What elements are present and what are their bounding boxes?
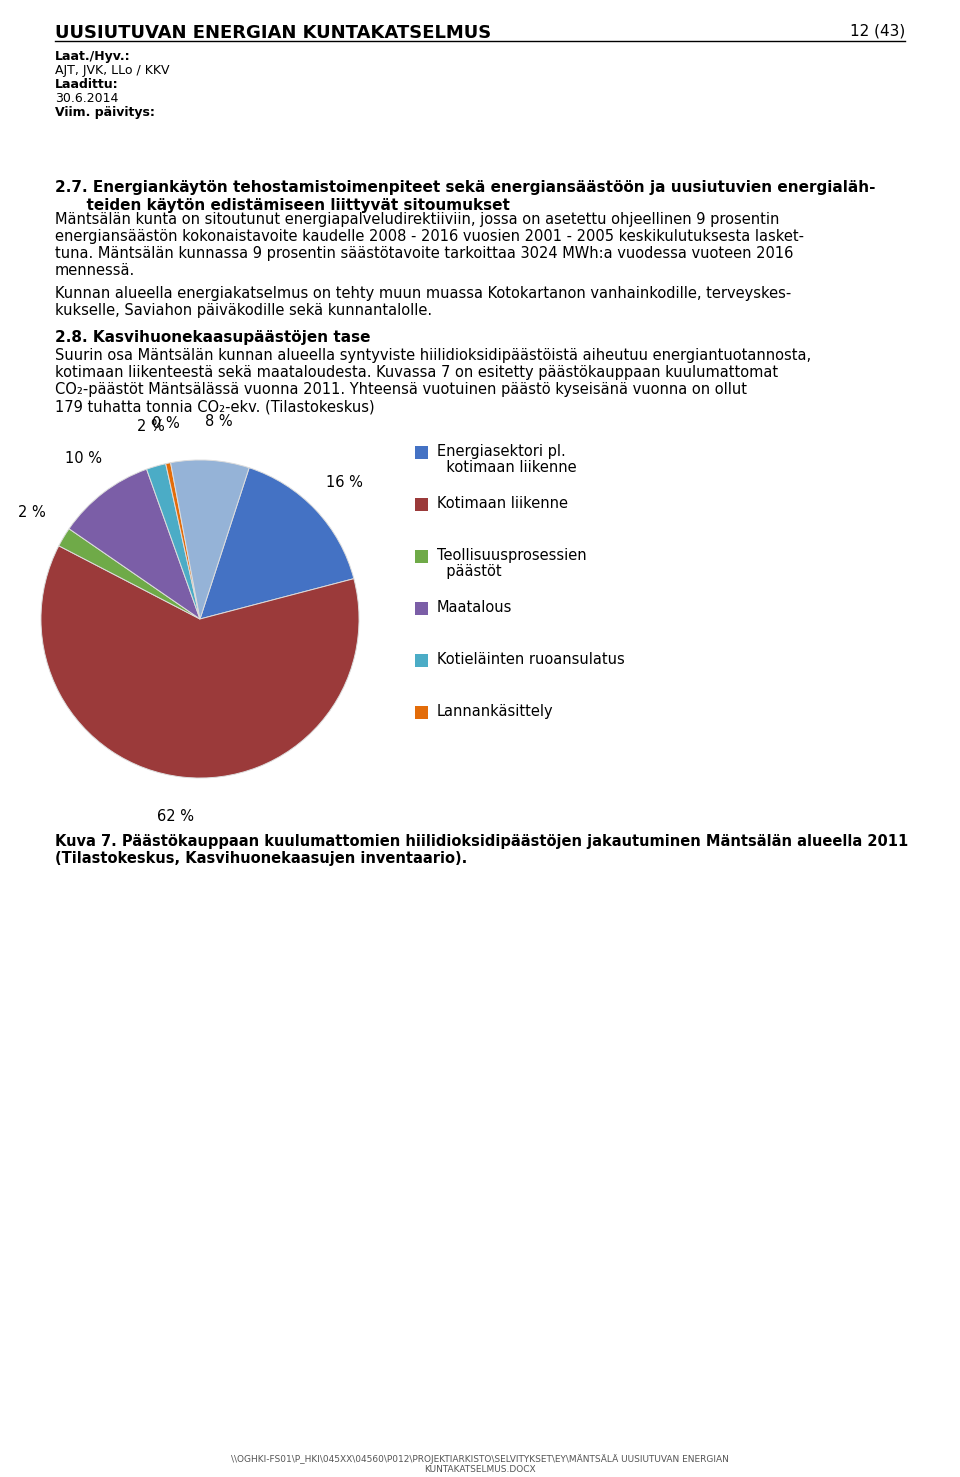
Wedge shape xyxy=(200,468,354,619)
Text: 12 (43): 12 (43) xyxy=(850,24,905,38)
Text: Kotieläinten ruoansulatus: Kotieläinten ruoansulatus xyxy=(437,651,625,668)
Text: teiden käytön edistämiseen liittyvät sitoumukset: teiden käytön edistämiseen liittyvät sit… xyxy=(55,198,510,213)
Text: 2.8. Kasvihuonekaasupäästöjen tase: 2.8. Kasvihuonekaasupäästöjen tase xyxy=(55,329,371,346)
Text: 179 tuhatta tonnia CO₂-ekv. (Tilastokeskus): 179 tuhatta tonnia CO₂-ekv. (Tilastokesk… xyxy=(55,399,374,414)
Text: Kotimaan liikenne: Kotimaan liikenne xyxy=(437,496,568,511)
Wedge shape xyxy=(59,529,200,619)
Wedge shape xyxy=(171,459,250,619)
Text: Laat./Hyv.:: Laat./Hyv.: xyxy=(55,50,131,64)
Text: Suurin osa Mäntsälän kunnan alueella syntyviste hiilidioksidipäästöistä aiheutuu: Suurin osa Mäntsälän kunnan alueella syn… xyxy=(55,349,811,363)
Text: 2.7. Energiankäytön tehostamistoimenpiteet sekä energiansäästöön ja uusiutuvien : 2.7. Energiankäytön tehostamistoimenpite… xyxy=(55,180,876,195)
Text: mennessä.: mennessä. xyxy=(55,263,135,278)
Text: UUSIUTUVAN ENERGIAN KUNTAKATSELMUS: UUSIUTUVAN ENERGIAN KUNTAKATSELMUS xyxy=(55,24,492,41)
Text: tuna. Mäntsälän kunnassa 9 prosentin säästötavoite tarkoittaa 3024 MWh:a vuodess: tuna. Mäntsälän kunnassa 9 prosentin sää… xyxy=(55,247,793,261)
Text: AJT, JVK, LLo / KKV: AJT, JVK, LLo / KKV xyxy=(55,64,170,77)
Text: 10 %: 10 % xyxy=(64,450,102,465)
Text: 0 %: 0 % xyxy=(152,415,180,431)
Text: 16 %: 16 % xyxy=(326,476,363,490)
Text: KUNTAKATSELMUS.DOCX: KUNTAKATSELMUS.DOCX xyxy=(424,1465,536,1474)
Wedge shape xyxy=(69,470,200,619)
Text: kotimaan liikenteestä sekä maataloudesta. Kuvassa 7 on esitetty päästökauppaan k: kotimaan liikenteestä sekä maataloudesta… xyxy=(55,365,779,380)
Text: \\OGHKI-FS01\P_HKI\045XX\04560\P012\PROJEKTIARKISTO\SELVITYKSET\EY\MÄNTSÄLÄ UUSI: \\OGHKI-FS01\P_HKI\045XX\04560\P012\PROJ… xyxy=(231,1453,729,1464)
Text: Kunnan alueella energiakatselmus on tehty muun muassa Kotokartanon vanhainkodill: Kunnan alueella energiakatselmus on teht… xyxy=(55,287,791,301)
Text: 2 %: 2 % xyxy=(18,505,46,520)
Text: 30.6.2014: 30.6.2014 xyxy=(55,92,118,105)
Text: Maatalous: Maatalous xyxy=(437,600,513,614)
Text: energiansäästön kokonaistavoite kaudelle 2008 - 2016 vuosien 2001 - 2005 keskiku: energiansäästön kokonaistavoite kaudelle… xyxy=(55,229,804,244)
Text: kotimaan liikenne: kotimaan liikenne xyxy=(437,459,577,476)
Wedge shape xyxy=(166,462,200,619)
Text: Energiasektori pl.: Energiasektori pl. xyxy=(437,445,565,459)
Text: päästöt: päästöt xyxy=(437,564,502,579)
Text: 8 %: 8 % xyxy=(204,414,232,428)
Text: CO₂-päästöt Mäntsälässä vuonna 2011. Yhteensä vuotuinen päästö kyseisänä vuonna : CO₂-päästöt Mäntsälässä vuonna 2011. Yht… xyxy=(55,383,747,397)
Text: Laadittu:: Laadittu: xyxy=(55,78,119,92)
Text: 62 %: 62 % xyxy=(156,809,194,824)
Wedge shape xyxy=(147,464,200,619)
Text: 2 %: 2 % xyxy=(136,419,164,434)
Text: Mäntsälän kunta on sitoutunut energiapalveludirektiiviin, jossa on asetettu ohje: Mäntsälän kunta on sitoutunut energiapal… xyxy=(55,213,780,227)
Wedge shape xyxy=(41,546,359,778)
Text: kukselle, Saviahon päiväkodille sekä kunnantalolle.: kukselle, Saviahon päiväkodille sekä kun… xyxy=(55,303,432,318)
Text: (Tilastokeskus, Kasvihuonekaasujen inventaario).: (Tilastokeskus, Kasvihuonekaasujen inven… xyxy=(55,851,468,866)
Text: Teollisuusprosessien: Teollisuusprosessien xyxy=(437,548,587,563)
Text: Lannankäsittely: Lannankäsittely xyxy=(437,705,554,719)
Text: Viim. päivitys:: Viim. päivitys: xyxy=(55,106,155,120)
Text: Kuva 7. Päästökauppaan kuulumattomien hiilidioksidipäästöjen jakautuminen Mäntsä: Kuva 7. Päästökauppaan kuulumattomien hi… xyxy=(55,835,908,849)
